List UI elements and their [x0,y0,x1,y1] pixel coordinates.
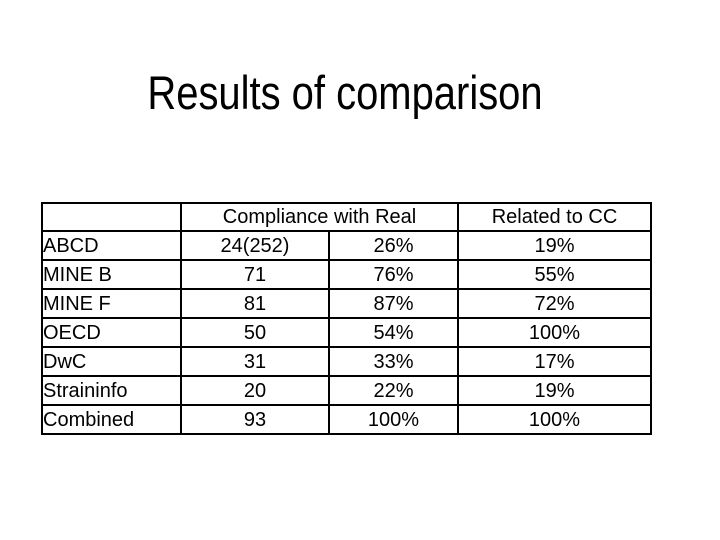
cell-compliance-pct: 100% [328,404,459,435]
cell-compliance-pct: 26% [328,230,459,261]
cell-compliance-pct: 87% [328,288,459,319]
slide-title: Results of comparison [147,66,543,119]
cell-related-pct: 19% [457,375,652,406]
row-label: MINE F [41,288,182,319]
cell-compliance-count: 31 [180,346,330,377]
header-empty-cell [41,202,182,232]
cell-compliance-count: 81 [180,288,330,319]
cell-compliance-count: 93 [180,404,330,435]
row-label: MINE B [41,259,182,290]
table-row: ABCD 24(252) 26% 19% [41,230,652,261]
table-row: DwC 31 33% 17% [41,346,652,377]
row-label: ABCD [41,230,182,261]
cell-compliance-count: 71 [180,259,330,290]
cell-related-pct: 55% [457,259,652,290]
table-row: MINE B 71 76% 55% [41,259,652,290]
cell-compliance-count: 20 [180,375,330,406]
row-label: Straininfo [41,375,182,406]
table-row: Straininfo 20 22% 19% [41,375,652,406]
table-row: OECD 50 54% 100% [41,317,652,348]
table-header-row: Compliance with Real Related to CC [41,202,652,232]
cell-compliance-count: 24(252) [180,230,330,261]
results-table: Compliance with Real Related to CC ABCD … [41,202,652,435]
cell-compliance-pct: 76% [328,259,459,290]
table-row: MINE F 81 87% 72% [41,288,652,319]
cell-related-pct: 72% [457,288,652,319]
header-related-to-cc: Related to CC [457,202,652,232]
cell-compliance-pct: 54% [328,317,459,348]
table-row: Combined 93 100% 100% [41,404,652,435]
cell-related-pct: 100% [457,404,652,435]
row-label: Combined [41,404,182,435]
cell-compliance-pct: 22% [328,375,459,406]
cell-compliance-count: 50 [180,317,330,348]
cell-related-pct: 17% [457,346,652,377]
cell-related-pct: 100% [457,317,652,348]
header-compliance-with-real: Compliance with Real [180,202,459,232]
row-label: OECD [41,317,182,348]
cell-compliance-pct: 33% [328,346,459,377]
cell-related-pct: 19% [457,230,652,261]
row-label: DwC [41,346,182,377]
